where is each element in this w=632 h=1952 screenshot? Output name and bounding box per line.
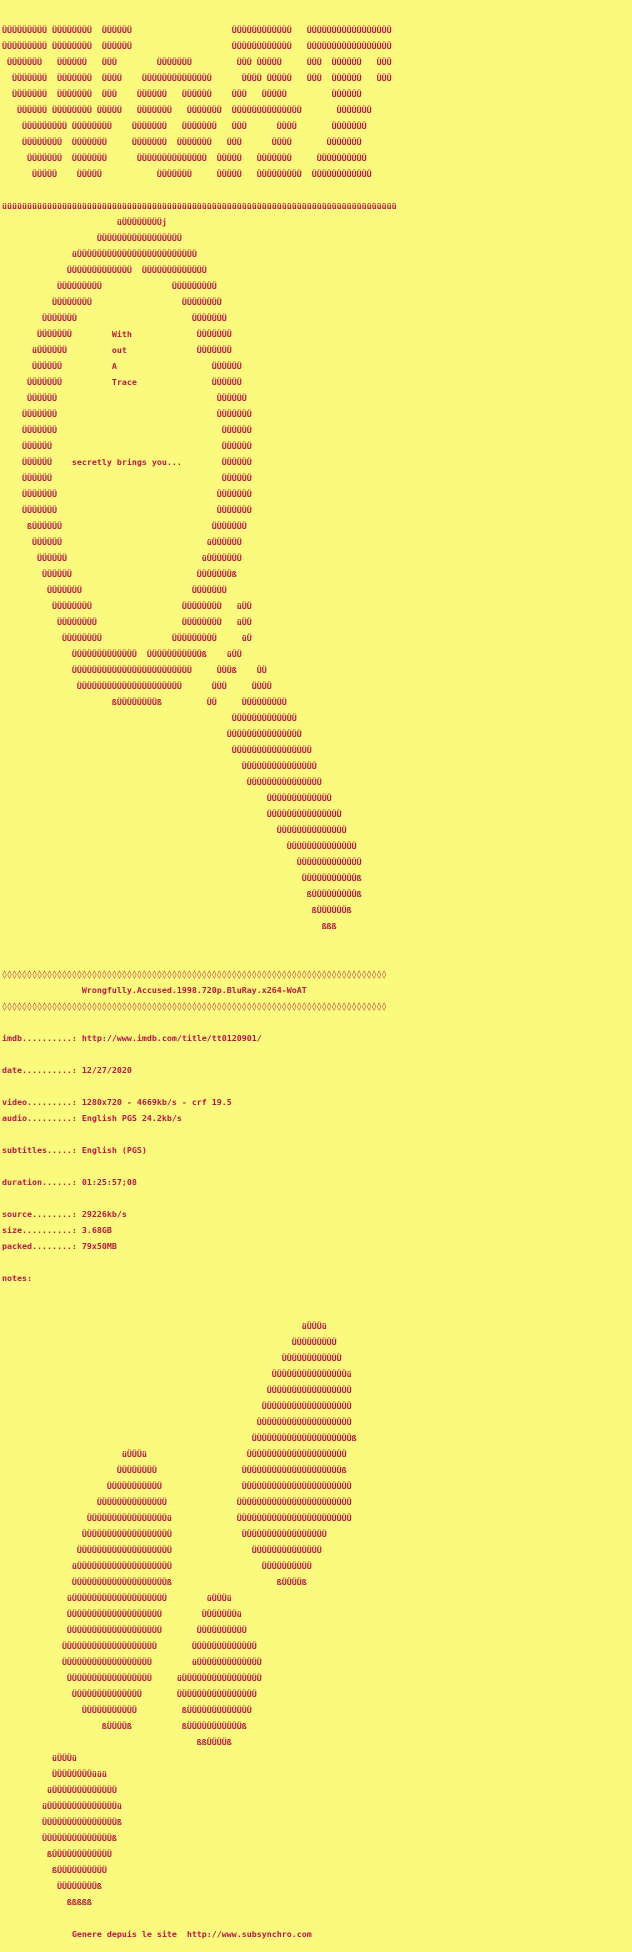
nfo-ascii-text: ÜÜÜÜÜÜÜÜÜ ÜÜÜÜÜÜÜÜ ÜÜÜÜÜÜ ÜÜÜÜÜÜÜÜÜÜÜÜ Ü…: [2, 25, 397, 1939]
nfo-viewer-body: { "colors": { "background": "#fafa7d", "…: [2, 25, 397, 1939]
nfo-document: ÜÜÜÜÜÜÜÜÜ ÜÜÜÜÜÜÜÜ ÜÜÜÜÜÜ ÜÜÜÜÜÜÜÜÜÜÜÜ Ü…: [2, 25, 397, 1939]
